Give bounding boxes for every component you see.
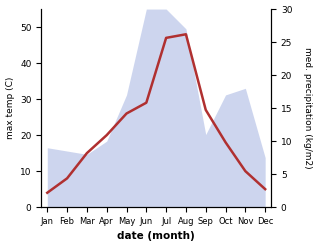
Y-axis label: med. precipitation (kg/m2): med. precipitation (kg/m2) bbox=[303, 47, 313, 169]
Y-axis label: max temp (C): max temp (C) bbox=[5, 77, 15, 139]
X-axis label: date (month): date (month) bbox=[117, 231, 195, 242]
